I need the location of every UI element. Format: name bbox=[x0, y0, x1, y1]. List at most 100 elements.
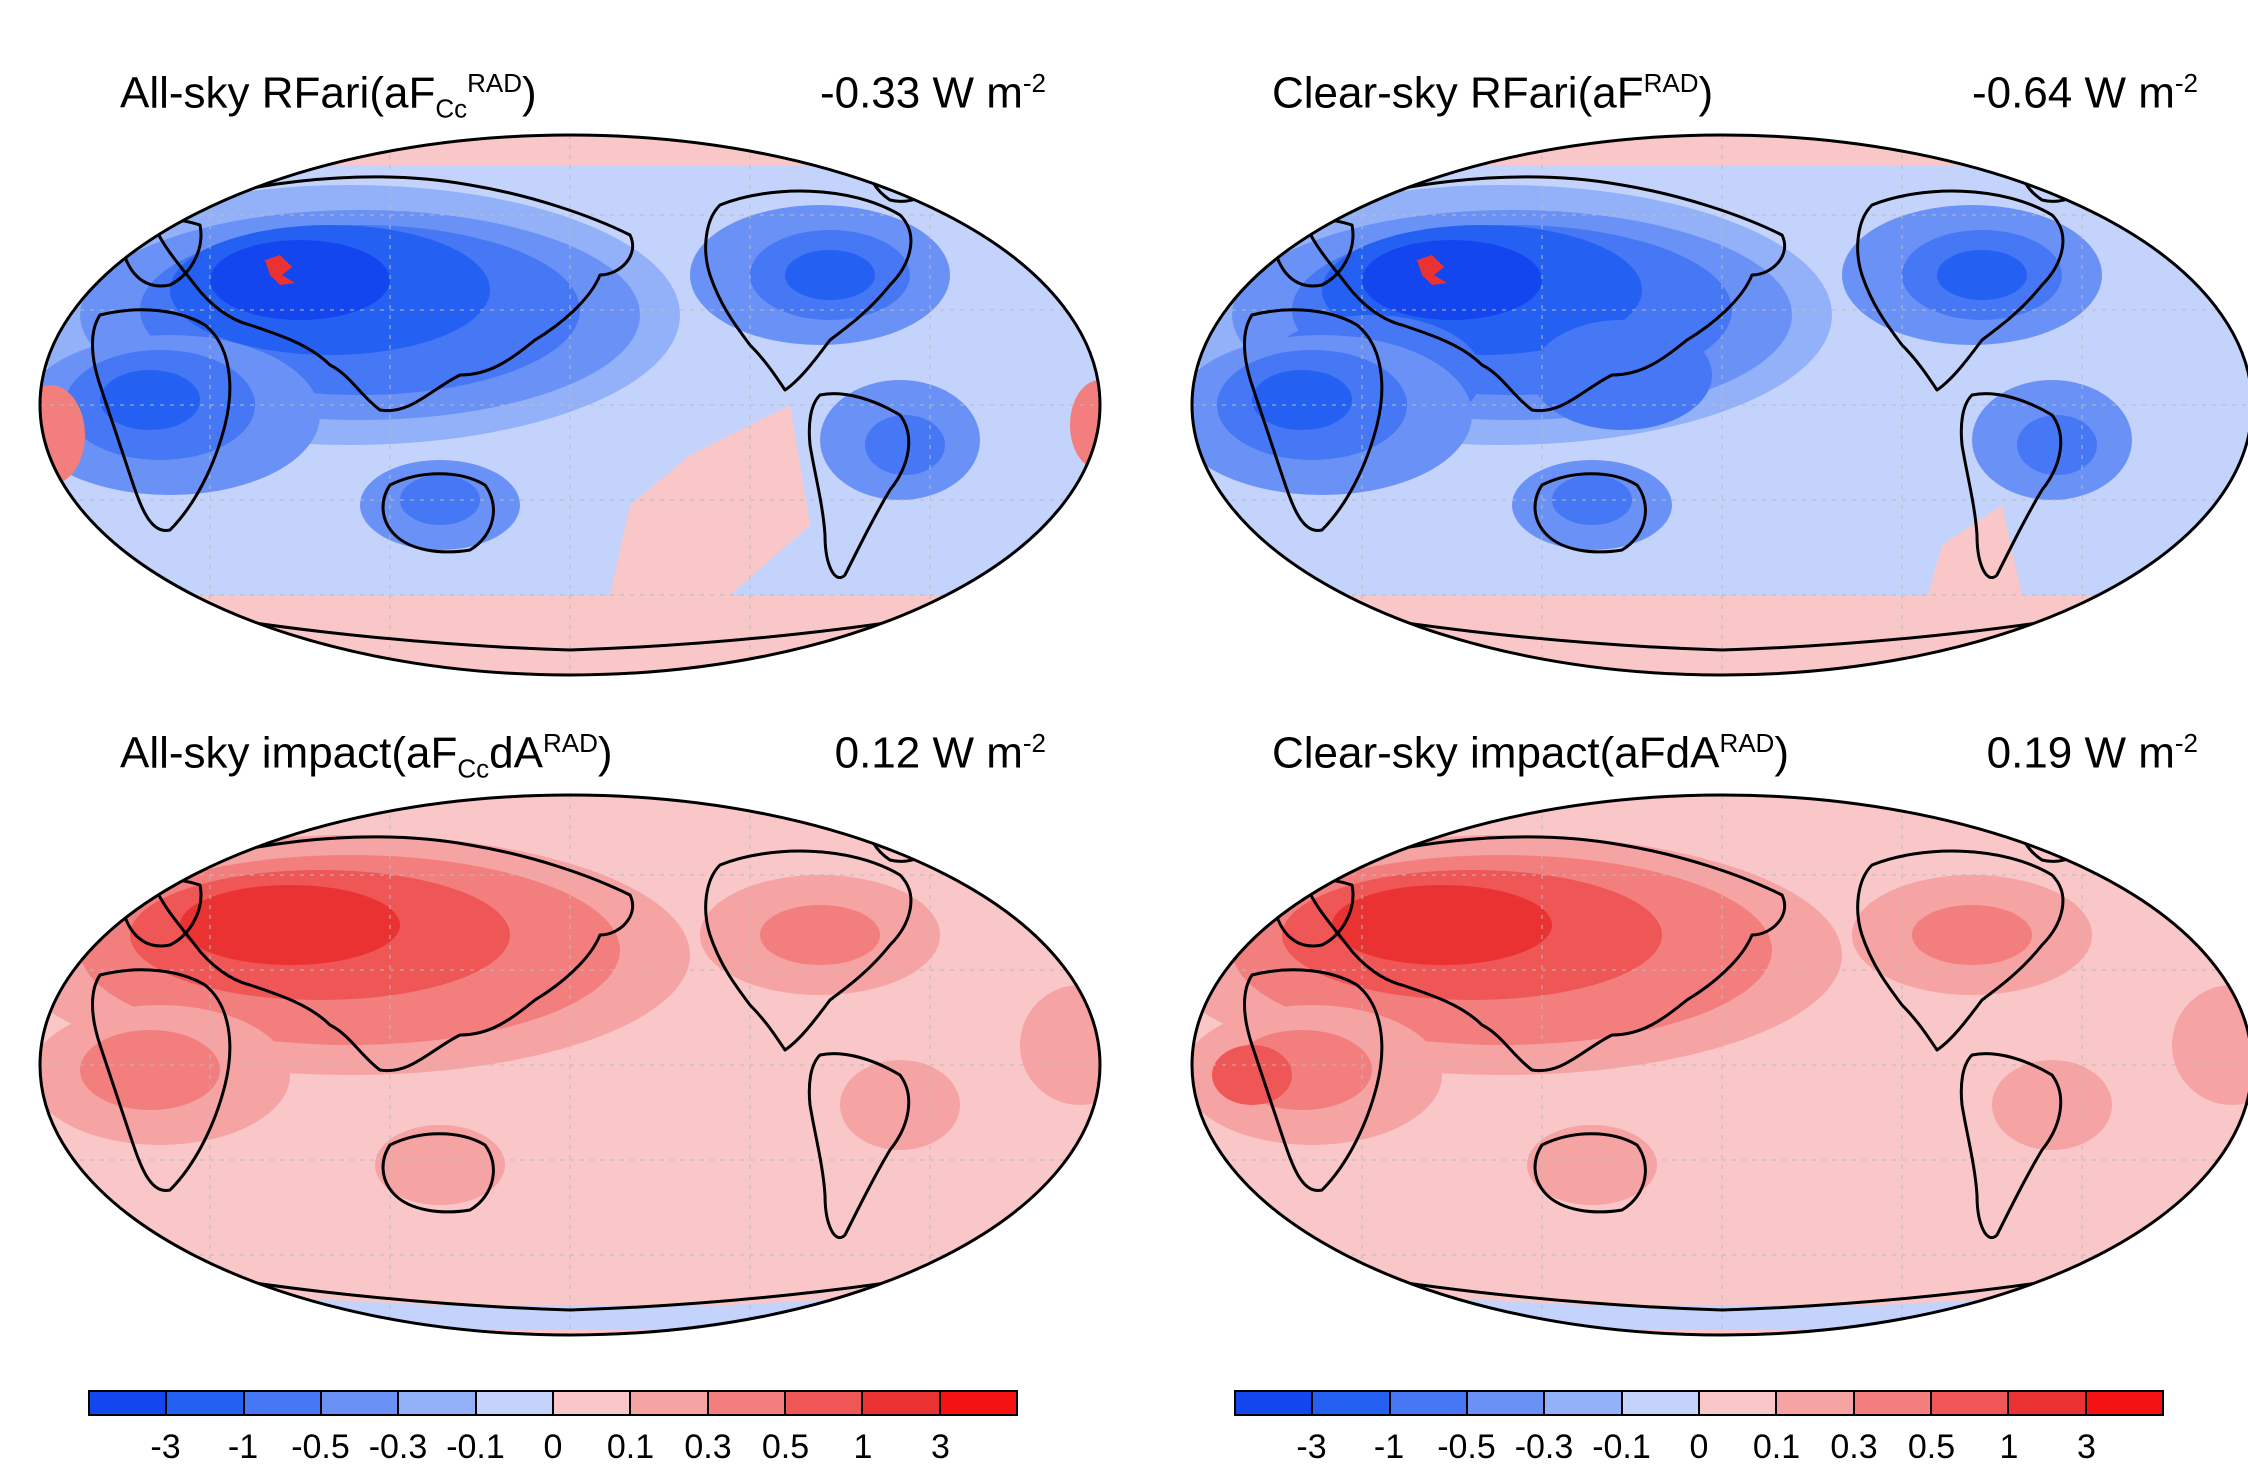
colorbar-tick-label: 0.1 bbox=[606, 1428, 655, 1466]
panel-title: Clear-sky impact(aFdARAD) bbox=[1272, 728, 1789, 778]
southern-pink-band bbox=[1192, 595, 2248, 675]
greenland-negative bbox=[2012, 805, 2092, 845]
contour-region bbox=[1212, 1045, 1292, 1105]
coastline-australia bbox=[1533, 472, 1647, 554]
contour-region bbox=[2017, 415, 2097, 475]
colorbar-segment bbox=[1390, 1392, 1468, 1414]
contour-region bbox=[100, 370, 200, 430]
contour-region bbox=[1020, 985, 1100, 1105]
colorbar-segment bbox=[940, 1392, 1016, 1414]
northern-pink-band bbox=[1192, 135, 2248, 165]
map-border bbox=[1190, 793, 2248, 1337]
panel-title: All-sky RFari(aFCcRAD) bbox=[120, 68, 537, 124]
coastline-samerica bbox=[807, 1052, 911, 1239]
colorbar-tick-label: 0.5 bbox=[1907, 1428, 1956, 1466]
coastline-namerica bbox=[704, 189, 913, 392]
panel-all-sky-impact: All-sky impact(aFCcdARAD) 0.12 W m-2 bbox=[30, 730, 1110, 1350]
contour-region bbox=[1912, 905, 2032, 965]
coastline-samerica bbox=[807, 392, 911, 579]
colorbar-segment bbox=[1777, 1392, 1855, 1414]
field-layer bbox=[1192, 135, 2248, 675]
colorbar-tick-label: 0 bbox=[543, 1428, 563, 1466]
greenland-negative bbox=[860, 805, 940, 845]
field-layer bbox=[1192, 795, 2248, 1335]
field-layer bbox=[40, 135, 1100, 675]
colorbar-tick-label: 0.3 bbox=[1830, 1428, 1878, 1466]
colorbar-tick-label: 3 bbox=[2077, 1428, 2096, 1466]
coastline-namerica bbox=[1856, 189, 2065, 392]
coastline-australia bbox=[381, 1132, 495, 1214]
world-map bbox=[38, 133, 1102, 677]
graticule bbox=[1192, 135, 2248, 675]
colorbar-tick-label: -0.5 bbox=[1437, 1428, 1496, 1466]
colorbar-segment bbox=[553, 1392, 632, 1414]
colorbar-tick-label: -0.1 bbox=[1592, 1428, 1651, 1466]
graticule bbox=[40, 135, 1100, 675]
colorbar-segment bbox=[399, 1392, 477, 1414]
colorbar-tick-label: 3 bbox=[931, 1428, 950, 1466]
colorbar-tick-label: -3 bbox=[150, 1428, 181, 1466]
coastline-samerica bbox=[1959, 1052, 2063, 1239]
global-mean-value: -0.64 W m-2 bbox=[1971, 68, 2198, 118]
colorbar-tick-label: -3 bbox=[1296, 1428, 1327, 1466]
colorbar-tick-label: 0 bbox=[1689, 1428, 1709, 1466]
colorbar-segment bbox=[1622, 1392, 1700, 1414]
panel-all-sky-rfari: All-sky RFari(aFCcRAD) -0.33 W m-2 bbox=[30, 70, 1110, 690]
contour-region bbox=[1937, 250, 2027, 300]
contour-region bbox=[1362, 240, 1542, 320]
colorbar-segment bbox=[1467, 1392, 1546, 1414]
coastline-asia bbox=[1300, 175, 1787, 413]
colorbar-left: -3 -1 -0.5 -0.3 -0.1 0 0.1 0.3 0.5 1 3 bbox=[88, 1390, 1018, 1470]
coastline-asia bbox=[148, 175, 635, 413]
colorbar-segment bbox=[2086, 1392, 2162, 1414]
coastline-asia bbox=[148, 835, 635, 1073]
world-map bbox=[38, 793, 1102, 1337]
field-layer bbox=[40, 795, 1100, 1335]
colorbar-tick-label: -0.3 bbox=[368, 1428, 428, 1466]
colorbar-tick-label: 1 bbox=[853, 1428, 873, 1466]
colorbar-tick-label: 1 bbox=[1999, 1428, 2019, 1466]
contour-region bbox=[180, 885, 400, 965]
pacific-pink-tongue bbox=[590, 405, 810, 675]
colorbar-segment bbox=[1545, 1392, 1623, 1414]
contour-region bbox=[210, 240, 390, 320]
colorbar-tick-label: -0.5 bbox=[291, 1428, 350, 1466]
colorbar-segment bbox=[1854, 1392, 1932, 1414]
coastline-australia bbox=[1533, 1132, 1647, 1214]
colorbar-segment bbox=[1236, 1392, 1314, 1414]
colorbar-segment bbox=[1931, 1392, 2010, 1414]
world-map bbox=[1190, 793, 2248, 1337]
map-border bbox=[38, 793, 1102, 1337]
dust-positive bbox=[1070, 380, 1100, 470]
colorbar-right: -3 -1 -0.5 -0.3 -0.1 0 0.1 0.3 0.5 1 3 bbox=[1234, 1390, 2164, 1470]
coastline-namerica bbox=[1856, 849, 2065, 1052]
colorbar-segment bbox=[476, 1392, 554, 1414]
colorbar-tick-label: 0.3 bbox=[684, 1428, 732, 1466]
coastline-africa bbox=[1243, 968, 1384, 1192]
colorbar-bar bbox=[1234, 1390, 2164, 1416]
coastline-australia bbox=[381, 472, 495, 554]
hotspot bbox=[265, 255, 295, 285]
contour-region bbox=[785, 250, 875, 300]
coastline-asia bbox=[1300, 835, 1787, 1073]
contour-region bbox=[865, 415, 945, 475]
colorbar-segment bbox=[863, 1392, 941, 1414]
contour-region bbox=[1332, 885, 1552, 965]
coastline-namerica bbox=[704, 849, 913, 1052]
colorbar-segment bbox=[244, 1392, 322, 1414]
world-map bbox=[1190, 133, 2248, 677]
panel-title: All-sky impact(aFCcdARAD) bbox=[120, 728, 613, 784]
colorbar-tick-label: -0.3 bbox=[1514, 1428, 1574, 1466]
contour-region bbox=[1527, 1125, 1657, 1205]
colorbar-segment bbox=[321, 1392, 400, 1414]
map-border bbox=[38, 133, 1102, 677]
colorbar-tick-label: 0.1 bbox=[1752, 1428, 1801, 1466]
colorbar-tick-label: -1 bbox=[1373, 1428, 1405, 1466]
contour-region bbox=[375, 1125, 505, 1205]
panel-clear-sky-impact: Clear-sky impact(aFdARAD) 0.19 W m-2 bbox=[1182, 730, 2248, 1350]
contour-region bbox=[760, 905, 880, 965]
colorbar-segment bbox=[708, 1392, 786, 1414]
colorbar-segment bbox=[1699, 1392, 1778, 1414]
graticule bbox=[40, 795, 1100, 1335]
colorbar-segment bbox=[2009, 1392, 2087, 1414]
